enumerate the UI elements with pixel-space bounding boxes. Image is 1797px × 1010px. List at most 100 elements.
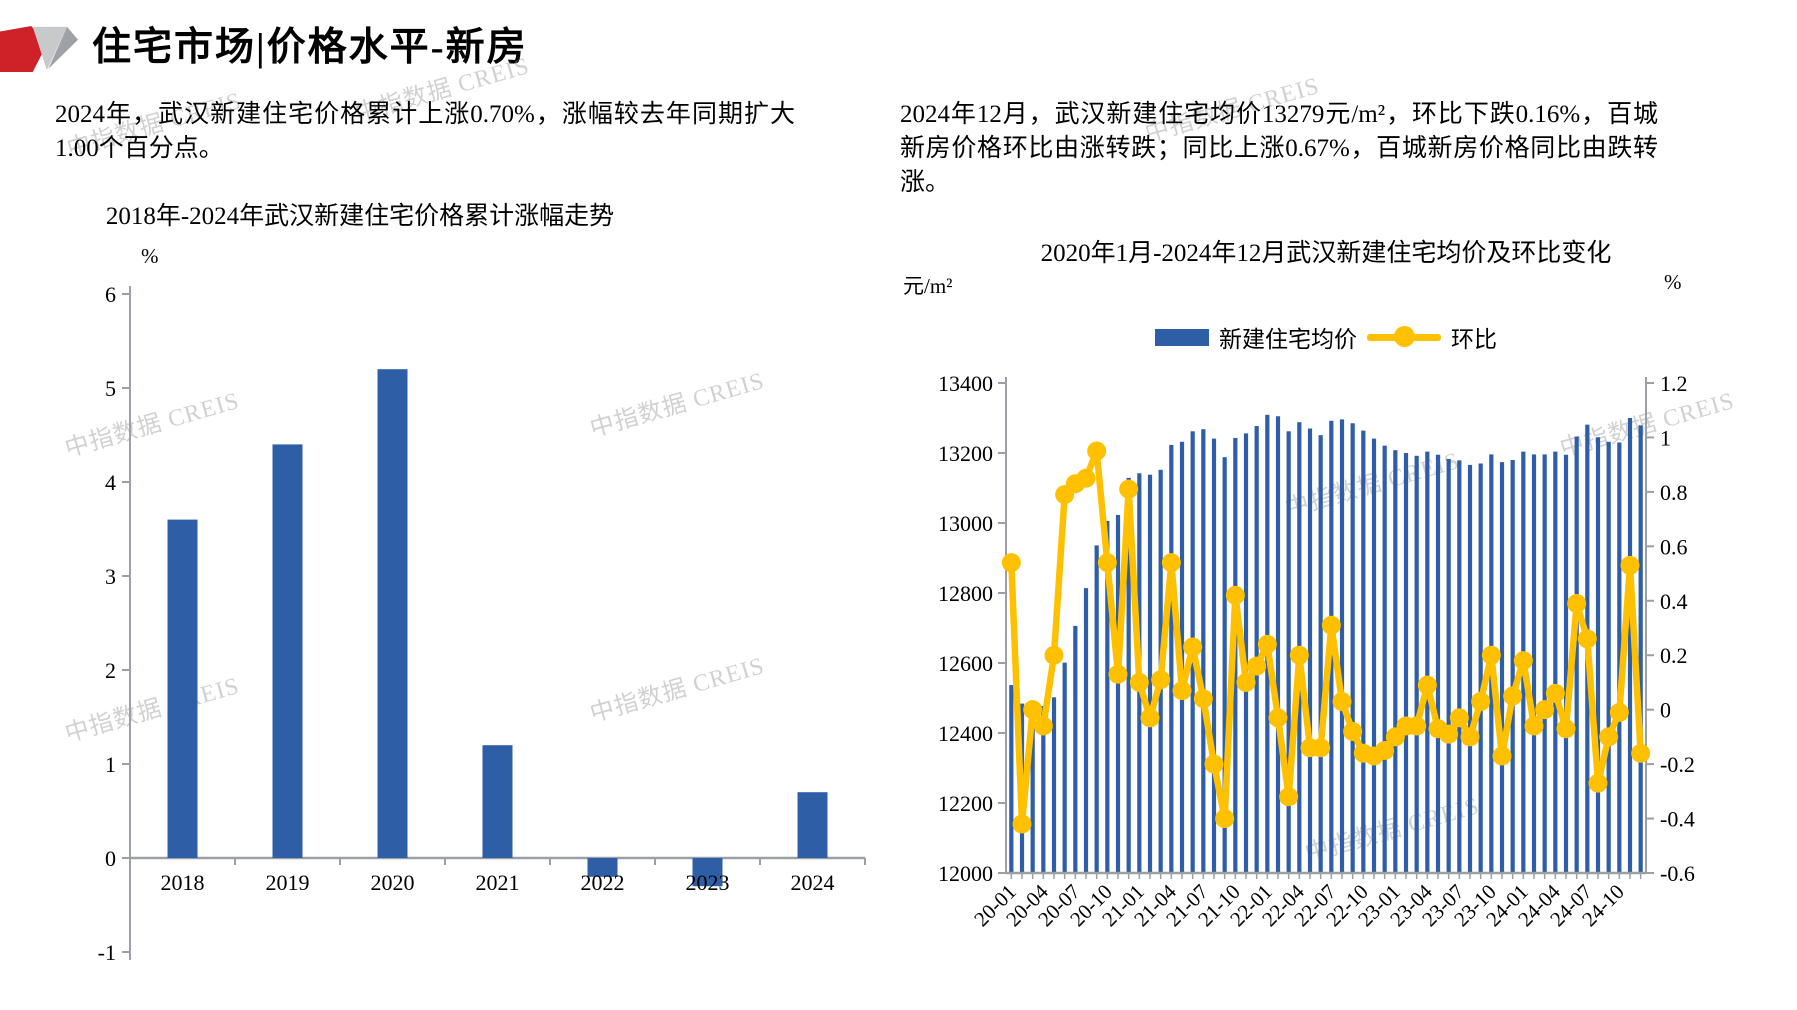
right-y-tick-label: 0.8	[1660, 480, 1688, 505]
left-chart-y-unit: %	[141, 244, 159, 268]
mom-marker	[1609, 702, 1629, 722]
mom-marker	[1236, 672, 1256, 692]
y-tick-label: 4	[105, 470, 116, 495]
mom-marker	[1172, 681, 1192, 701]
right-y-tick-label: 0	[1660, 698, 1671, 723]
price-bar	[1403, 453, 1409, 873]
price-bar	[1510, 460, 1515, 873]
right-y-tick-label: 0.6	[1660, 534, 1688, 559]
price-bar	[1126, 477, 1131, 873]
price-bar	[1467, 464, 1473, 873]
mom-marker	[1204, 754, 1224, 774]
left-y-tick-label: 12400	[938, 721, 993, 746]
y-tick-label: -1	[98, 940, 116, 965]
mom-marker	[1087, 441, 1107, 461]
price-bar	[1563, 454, 1569, 873]
price-bar	[1435, 454, 1441, 873]
mom-marker	[1481, 645, 1501, 665]
page-title: 住宅市场|价格水平-新房	[92, 26, 528, 69]
price-bar	[1339, 419, 1345, 873]
bar	[272, 444, 303, 858]
price-bar	[1553, 451, 1558, 873]
price-bar	[1147, 474, 1153, 873]
mom-marker	[1001, 553, 1021, 573]
mom-marker	[1599, 727, 1619, 747]
mom-marker	[1225, 585, 1245, 605]
left-chart: 6 5 4 3 2 1 0 -1 2018 2019 2020 2021 2022 2023 2024	[98, 282, 866, 965]
left-y-tick-label: 13000	[938, 511, 993, 536]
mom-marker	[1044, 645, 1064, 665]
price-bar	[1051, 697, 1057, 873]
price-bar	[1254, 426, 1259, 873]
price-bar	[1115, 514, 1121, 873]
mom-marker	[1311, 738, 1331, 758]
mom-marker	[1407, 716, 1427, 736]
mom-marker	[1556, 719, 1576, 739]
price-bar	[1414, 455, 1419, 873]
mom-marker	[1471, 692, 1491, 711]
mom-marker	[1151, 670, 1171, 690]
mom-marker	[1631, 743, 1651, 763]
right-y-tick-label: 1	[1660, 425, 1671, 450]
price-bar	[1307, 428, 1313, 873]
price-bar	[1105, 520, 1110, 873]
price-bar	[1617, 442, 1622, 873]
mom-marker	[1193, 689, 1213, 709]
left-y-tick-label: 13400	[938, 371, 993, 396]
price-bar	[1286, 431, 1291, 873]
left-y-tick-label: 12800	[938, 581, 993, 606]
mom-marker	[1012, 814, 1032, 834]
price-bar	[1457, 460, 1462, 873]
mom-marker	[1503, 686, 1523, 706]
mom-marker	[1183, 637, 1203, 657]
left-y-tick-label: 13200	[938, 441, 993, 466]
right-y-tick-label: -0.4	[1660, 807, 1695, 832]
y-tick-label: 3	[105, 564, 116, 589]
mom-marker	[1524, 716, 1544, 736]
right-y-tick-label: -0.2	[1660, 752, 1695, 777]
mom-marker	[1545, 683, 1565, 703]
mom-marker	[1289, 645, 1309, 665]
mom-marker	[1620, 555, 1640, 575]
mom-marker	[1129, 672, 1149, 692]
x-tick-label: 2023	[686, 870, 730, 895]
price-bar	[1595, 437, 1601, 873]
mom-marker	[1161, 553, 1181, 573]
x-tick-label: 2020	[371, 870, 415, 895]
right-chart-left-y-unit: 元/m²	[903, 274, 953, 298]
price-bar	[1073, 625, 1078, 873]
right-y-tick-label: -0.6	[1660, 861, 1695, 886]
y-tick-label: 6	[105, 282, 116, 307]
legend-bar-swatch-icon	[1155, 328, 1209, 346]
y-tick-label: 0	[105, 846, 116, 871]
left-summary-text: 2024年，武汉新建住宅价格累计上涨0.70%，涨幅较去年同期扩大1.00个百分…	[55, 101, 795, 162]
mom-marker	[1567, 594, 1587, 613]
left-y-tick-label: 12000	[938, 861, 993, 886]
bar	[797, 792, 828, 858]
mom-marker	[1268, 708, 1288, 728]
price-bar	[1083, 588, 1089, 873]
price-bar	[1009, 685, 1014, 873]
mom-marker	[1321, 615, 1341, 635]
right-chart-right-y-unit: %	[1664, 270, 1682, 294]
right-chart: 12000 12200 12400 12600 12800 13000 13200 13400…	[938, 371, 1695, 931]
mom-marker	[1076, 468, 1096, 488]
bar	[167, 519, 198, 858]
price-bar	[1222, 457, 1227, 873]
left-chart-title: 2018年-2024年武汉新建住宅价格累计涨幅走势	[105, 203, 615, 230]
price-bar	[1243, 433, 1249, 873]
price-bar	[1169, 444, 1174, 873]
y-tick-label: 1	[105, 752, 116, 777]
right-y-tick-label: 0.4	[1660, 589, 1688, 614]
price-bar	[1201, 429, 1206, 873]
price-bar	[1041, 706, 1046, 873]
price-bar	[1393, 450, 1398, 873]
mom-marker	[1119, 479, 1139, 499]
x-tick-label: 2024	[791, 870, 835, 895]
mom-marker	[1140, 708, 1160, 728]
price-bar	[1211, 438, 1217, 873]
bar	[482, 745, 513, 858]
mom-marker	[1492, 746, 1512, 766]
price-bar	[1361, 430, 1366, 873]
